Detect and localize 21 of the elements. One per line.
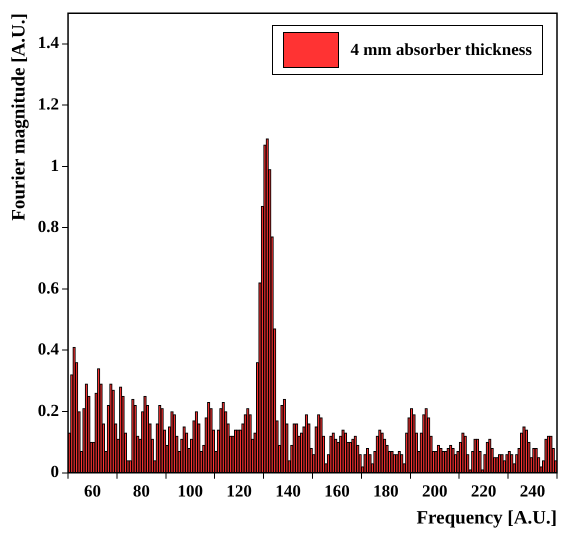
y-tick-label: 0.4 — [38, 340, 60, 359]
y-axis-title: Fourier magnitude [A.U.] — [8, 13, 30, 221]
x-tick-label: 160 — [324, 481, 350, 500]
x-tick-label: 120 — [226, 481, 252, 500]
x-tick-label: 100 — [178, 481, 204, 500]
x-axis-title: Frequency [A.U.] — [416, 508, 557, 529]
x-tick-label: 200 — [422, 481, 448, 500]
y-tick-label: 0 — [50, 462, 60, 482]
x-tick-label: 80 — [132, 481, 150, 500]
y-tick-label: 1.4 — [38, 33, 60, 52]
y-tick-label: 1 — [50, 156, 60, 175]
x-tick-label: 240 — [520, 481, 546, 500]
x-tick-label: 220 — [470, 481, 496, 500]
y-tick-label: 0.6 — [38, 278, 60, 298]
legend-label: 4 mm absorber thickness — [350, 40, 532, 60]
x-tick-label: 180 — [373, 481, 399, 500]
y-tick-label: 0.8 — [38, 217, 60, 236]
y-tick-label: 0.2 — [38, 400, 60, 420]
x-tick-label: 140 — [275, 481, 301, 500]
y-tick-label: 1.2 — [38, 94, 60, 114]
x-tick-label: 60 — [84, 481, 101, 500]
